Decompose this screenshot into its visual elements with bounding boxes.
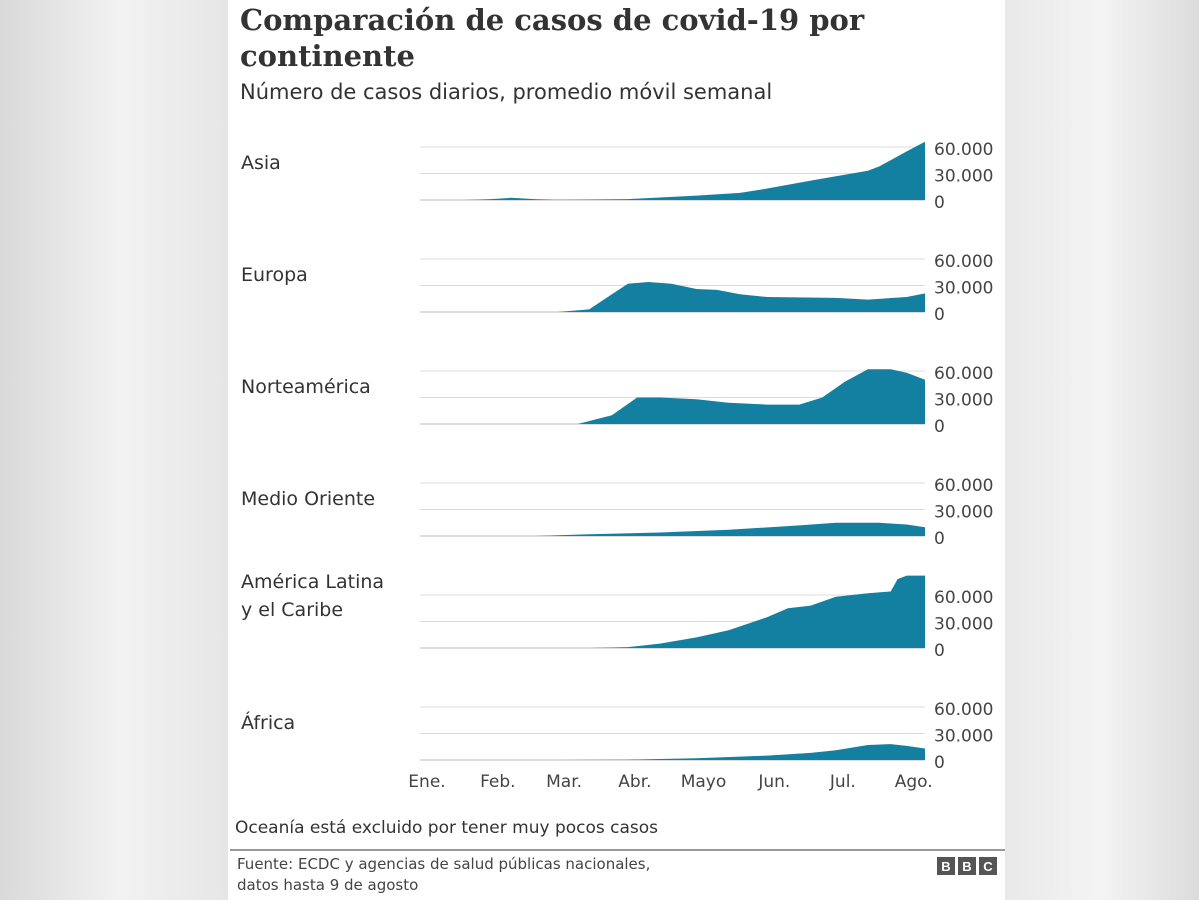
series-label: África xyxy=(241,711,295,734)
series-label: América Latina xyxy=(241,571,384,593)
x-tick-label: Ago. xyxy=(895,772,933,792)
bbc-logo-b1: B xyxy=(937,857,955,875)
x-tick-label: Jun. xyxy=(757,772,790,792)
x-tick-label: Jul. xyxy=(829,772,856,792)
y-tick-label: 30.000 xyxy=(934,391,993,411)
footnote: Oceanía está excluido por tener muy poco… xyxy=(235,818,659,838)
area-series-1 xyxy=(420,141,925,200)
y-tick-label: 0 xyxy=(934,753,945,773)
bbc-logo-b2: B xyxy=(958,857,976,875)
x-tick-label: Ene. xyxy=(408,772,445,792)
area-series-6 xyxy=(420,744,925,760)
series-label: Norteamérica xyxy=(241,376,371,398)
x-tick-label: Mayo xyxy=(681,772,727,792)
divider xyxy=(230,849,1005,851)
area-series-4 xyxy=(420,522,925,536)
y-tick-label: 30.000 xyxy=(934,167,993,187)
y-tick-label: 0 xyxy=(934,529,945,549)
x-tick-label: Feb. xyxy=(480,772,516,792)
y-tick-label: 60.000 xyxy=(934,700,993,720)
source-line-2: datos hasta 9 de agosto xyxy=(237,876,419,894)
source-text: Fuente: ECDC y agencias de salud pública… xyxy=(237,854,797,896)
y-tick-label: 30.000 xyxy=(934,727,993,747)
series-label: Europa xyxy=(241,264,308,286)
y-tick-label: 60.000 xyxy=(934,140,993,160)
y-tick-label: 60.000 xyxy=(934,252,993,272)
y-tick-label: 0 xyxy=(934,417,945,437)
series-label: y el Caribe xyxy=(241,599,343,621)
chart-subtitle: Número de casos diarios, promedio móvil … xyxy=(240,80,773,104)
x-tick-label: Abr. xyxy=(618,772,651,792)
area-series-5 xyxy=(420,575,925,648)
y-tick-label: 60.000 xyxy=(934,588,993,608)
series-label: Medio Oriente xyxy=(241,488,375,510)
y-tick-label: 0 xyxy=(934,305,945,325)
y-tick-label: 60.000 xyxy=(934,476,993,496)
y-tick-label: 30.000 xyxy=(934,503,993,523)
y-tick-label: 30.000 xyxy=(934,615,993,635)
series-label: Asia xyxy=(241,152,281,174)
y-tick-label: 60.000 xyxy=(934,364,993,384)
y-tick-label: 0 xyxy=(934,641,945,661)
y-tick-label: 30.000 xyxy=(934,279,993,299)
chart-title: Comparación de casos de covid-19 por con… xyxy=(240,3,865,73)
x-tick-label: Mar. xyxy=(546,772,582,792)
y-tick-label: 0 xyxy=(934,193,945,213)
area-series-3 xyxy=(420,369,925,424)
area-series-2 xyxy=(420,282,925,312)
bbc-logo-c: C xyxy=(979,857,997,875)
source-line-1: Fuente: ECDC y agencias de salud pública… xyxy=(237,855,651,873)
